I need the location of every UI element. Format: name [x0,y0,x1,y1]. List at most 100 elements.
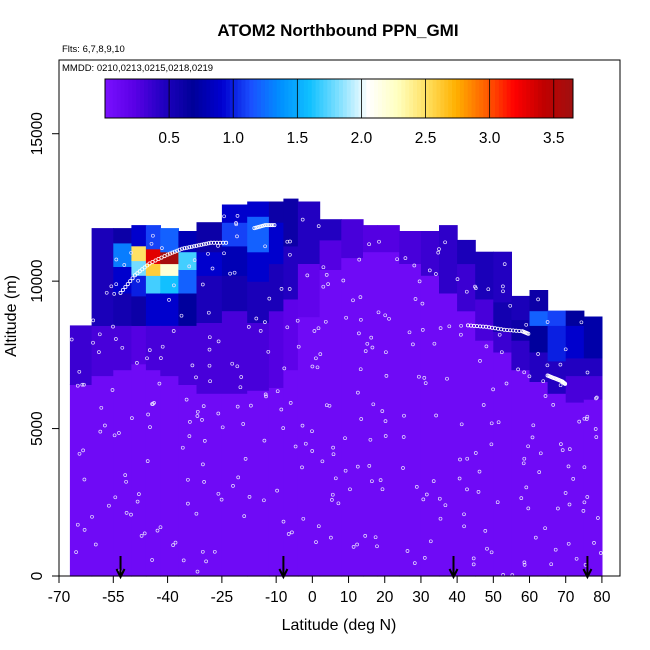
colorbar-segment [514,79,519,118]
colorbar-segment [397,79,402,118]
sample-point [407,330,412,335]
sample-point [152,401,156,405]
sample-point [254,316,259,321]
sample-point [563,347,568,352]
sample-point [585,370,590,375]
sample-point [369,335,374,340]
colorbar-segment [545,79,550,118]
heatmap-cell [319,239,342,270]
colorbar-segment [459,79,465,118]
heatmap-cell [131,225,147,247]
sample-point [522,563,527,567]
track-point [147,261,152,266]
colorbar-segment [284,79,289,118]
track-point [270,223,275,228]
sample-point [99,405,104,410]
sample-point [234,221,238,225]
track-point [224,240,229,245]
sample-point [288,401,293,405]
track-point [162,254,167,259]
sample-point [545,363,550,368]
sample-point [378,478,383,482]
track-point [204,241,209,246]
heatmap-cell [145,292,161,326]
sample-point [109,284,114,289]
colorbar-segment [311,79,316,118]
sample-point [310,449,315,453]
colorbar-tick-label: 1.5 [287,130,309,147]
sample-point [582,465,587,470]
sample-point [186,501,190,506]
sample-point [560,448,565,452]
sample-point [558,383,563,388]
sample-point [263,392,268,397]
sample-point [184,397,189,402]
sample-point [195,414,200,418]
colorbar-segment [440,79,445,118]
heatmap-cell [439,225,458,294]
heatmap-cell [221,393,248,577]
heatmap-cell [565,357,585,377]
heatmap-cell [247,322,270,391]
sample-point [239,375,244,379]
sample-point [287,287,292,291]
colorbar-segment [292,79,297,118]
y-tick-label: 15000 [29,112,46,155]
sample-point [383,434,388,438]
sample-point [330,498,334,502]
heatmap-cell [91,228,114,326]
sample-point [314,356,318,361]
colorbar-segment [420,79,426,118]
sample-point [93,542,98,547]
sample-point [107,503,111,508]
axes: -70 -55 -40 -25 -10 0 10 20 30 40 50 60 70 80 0 5000 100… [29,59,621,606]
sample-point [489,442,494,447]
sample-point [536,352,540,356]
sample-point [151,233,155,238]
heatmap-cell [221,222,248,247]
sample-point [499,350,504,355]
heatmap-cell [420,275,440,577]
colorbar-segment [222,79,227,118]
sample-point [201,462,205,467]
arrow-marker [448,556,459,580]
takeoff-arrows [115,556,593,580]
colorbar-segment [530,79,535,118]
heatmap-cell [529,351,549,382]
colorbar-tick-label: 1.0 [222,130,244,147]
colorbar-segment [155,79,160,118]
heatmap-cell [493,251,512,303]
sample-point [124,511,129,515]
colorbar-segment [108,79,114,118]
colorbar-segment [370,79,375,118]
colorbar-segment [214,79,219,118]
sample-point [383,419,388,423]
y-axis-label: Altitude (m) [3,275,20,357]
colorbar-segment [342,79,348,118]
colorbar-segment [467,79,472,118]
sample-point [147,348,152,352]
sample-point [402,413,406,418]
heatmap-cell [131,245,147,262]
heatmap-cell [247,251,270,282]
sample-point [537,470,542,474]
colorbar-segment [463,79,469,118]
x-tick-label: 40 [449,589,467,606]
heatmap-cell [145,275,161,294]
colorbar-segment [401,79,406,118]
sample-point [536,297,540,302]
colorbar-segment [323,79,328,118]
sample-point [288,252,292,257]
sample-point [151,402,155,406]
heatmap-cell [113,228,132,244]
heatmap-cell [221,204,248,223]
colorbar-segment [335,79,340,118]
sample-point [75,522,80,527]
sample-point [421,497,426,502]
heatmap-cell [145,325,161,371]
sample-point [246,325,251,329]
heatmap-cell [363,251,379,577]
sample-point [571,477,576,481]
heatmap-cell [160,292,179,326]
sample-point [207,335,212,340]
